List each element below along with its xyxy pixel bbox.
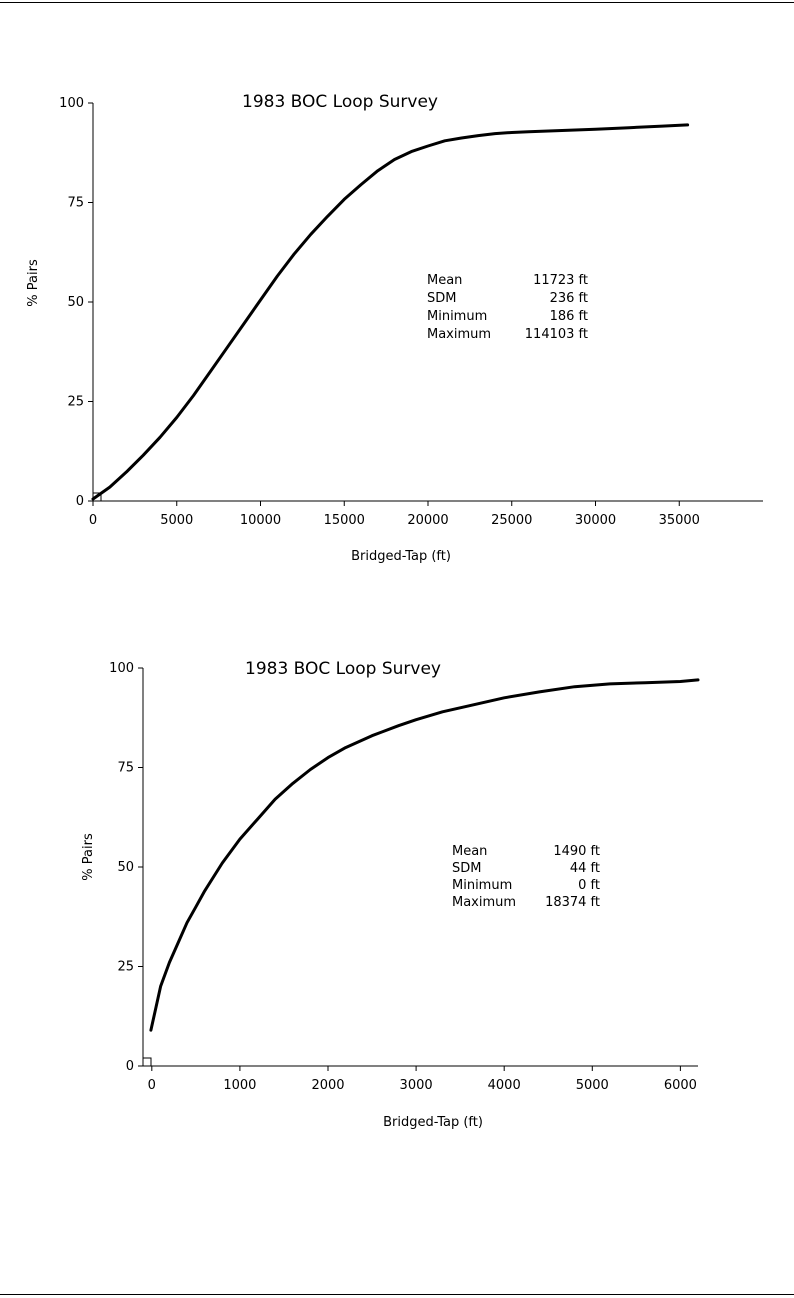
y-tick-label: 25 [117,960,134,975]
series-line [149,678,700,1032]
series-line [91,123,690,501]
x-axis-label: Bridged-Tap (ft) [351,549,451,564]
origin-box [142,1057,152,1067]
x-axis-label: Bridged-Tap (ft) [383,1115,483,1130]
y-tick-label: 75 [117,761,134,776]
stat-value: 44 ft [570,861,600,876]
x-tick-label: 5000 [576,1078,609,1093]
y-tick-label: 100 [109,661,134,676]
x-tick-label: 3000 [400,1078,433,1093]
stat-value: 114103 ft [525,327,588,342]
stat-label: Maximum [427,327,491,342]
y-tick-label: 50 [67,295,84,310]
stat-label: Mean [452,844,487,859]
x-tick-label: 5000 [160,513,193,528]
x-tick-label: 35000 [659,513,700,528]
y-tick-label: 50 [117,860,134,875]
x-tick-label: 30000 [575,513,616,528]
x-tick-label: 10000 [240,513,281,528]
stat-label: Mean [427,273,462,288]
stat-value: 236 ft [550,291,588,306]
y-tick-label: 75 [67,196,84,211]
top-rule [0,2,794,3]
origin-box [92,492,102,502]
chart-title: 1983 BOC Loop Survey [242,92,438,112]
x-tick-label: 1000 [223,1078,256,1093]
stat-value: 1490 ft [553,844,600,859]
stat-label: Minimum [452,878,512,893]
stat-label: Minimum [427,309,487,324]
y-tick-label: 100 [59,96,84,111]
y-tick-label: 0 [126,1059,134,1074]
x-tick-label: 25000 [491,513,532,528]
bottom-rule [0,1294,794,1295]
stat-value: 18374 ft [545,895,600,910]
stat-value: 11723 ft [533,273,588,288]
stat-label: SDM [452,861,481,876]
x-tick-label: 0 [148,1078,156,1093]
x-tick-label: 4000 [488,1078,521,1093]
x-tick-label: 20000 [407,513,448,528]
x-tick-label: 6000 [664,1078,697,1093]
y-axis-label: % Pairs [81,833,96,881]
x-tick-label: 15000 [324,513,365,528]
y-tick-label: 0 [76,494,84,509]
stat-value: 186 ft [550,309,588,324]
chart-title: 1983 BOC Loop Survey [245,659,441,679]
x-tick-label: 0 [89,513,97,528]
y-tick-label: 25 [67,395,84,410]
stat-label: Maximum [452,895,516,910]
x-tick-label: 2000 [311,1078,344,1093]
stat-value: 0 ft [578,878,600,893]
y-axis-label: % Pairs [26,259,41,307]
loop-survey-chart-1: 0 25 50 75 100 0 5000 10000 15000 20000 25000 30000… [26,92,763,564]
stat-label: SDM [427,291,456,306]
